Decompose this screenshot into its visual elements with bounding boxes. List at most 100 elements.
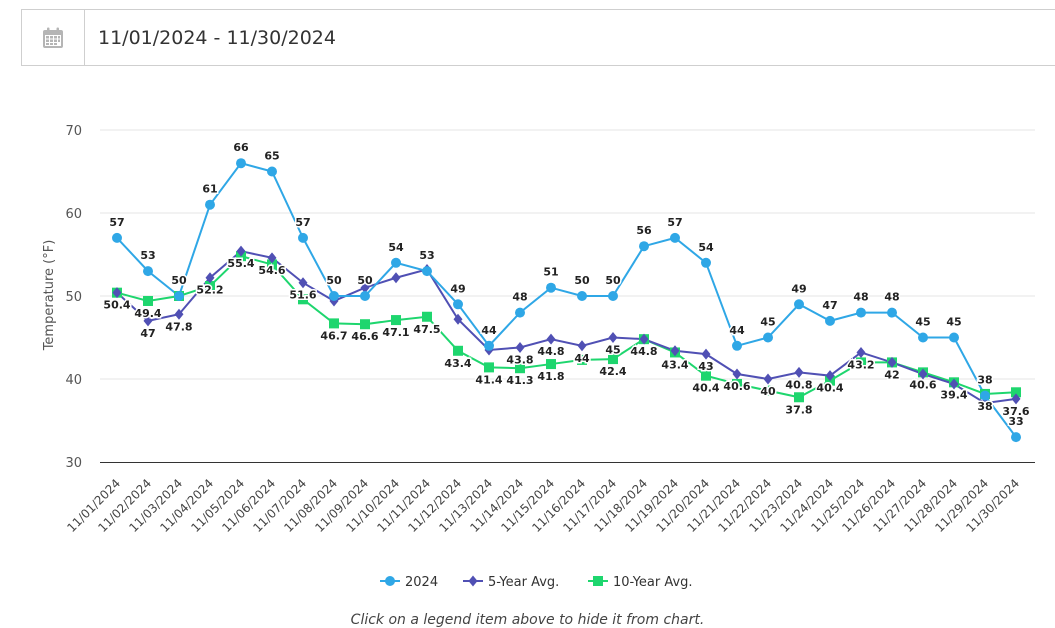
data-point: [143, 315, 153, 327]
data-point: [1011, 387, 1021, 398]
data-label: 49: [450, 282, 465, 295]
data-label: 43.4: [661, 358, 688, 371]
data-point: [267, 259, 277, 270]
data-label: 44.8: [537, 345, 564, 358]
data-point: [484, 362, 494, 373]
data-point: [143, 295, 153, 306]
data-label: 50: [357, 274, 373, 287]
data-point: [825, 315, 835, 326]
data-point: [732, 378, 742, 389]
data-label: 40.6: [723, 380, 750, 393]
data-label: 54: [388, 241, 404, 254]
data-label: 40.4: [692, 382, 719, 395]
chart-grid: [100, 129, 1035, 380]
data-label: 41.8: [537, 370, 564, 383]
data-label: 47: [140, 327, 155, 340]
data-point: [1011, 393, 1021, 405]
data-point: [453, 345, 463, 356]
data-point: [391, 257, 401, 268]
data-point: [856, 357, 866, 368]
data-point: [701, 348, 711, 360]
data-label: 54.6: [258, 264, 285, 277]
legend-marker: [593, 576, 603, 586]
data-label: 57: [109, 216, 124, 229]
data-label: 37.8: [785, 403, 812, 416]
data-label: 40.6: [909, 378, 936, 391]
data-label: 48: [512, 291, 527, 304]
legend-item[interactable]: 5-Year Avg.: [463, 575, 559, 590]
data-label: 45: [760, 316, 775, 329]
data-point: [422, 266, 432, 277]
legend-item[interactable]: 2024: [380, 575, 438, 590]
data-point: [546, 282, 556, 293]
data-point: [546, 359, 556, 370]
data-label: 41.4: [475, 373, 502, 386]
data-point: [701, 257, 711, 268]
data-point: [794, 392, 804, 403]
data-label: 43.8: [506, 353, 533, 366]
legend-hint: Click on a legend item above to hide it …: [350, 612, 705, 628]
data-label: 46.7: [320, 329, 347, 342]
data-point: [577, 291, 587, 301]
y-tick-label: 70: [65, 124, 82, 139]
data-label: 51.6: [289, 289, 316, 302]
data-point: [856, 346, 866, 358]
data-label: 54: [698, 241, 714, 254]
data-point: [577, 340, 587, 352]
data-point: [267, 166, 277, 177]
legend-marker: [468, 575, 478, 587]
data-point: [174, 308, 184, 320]
data-point: [515, 307, 525, 318]
data-label: 45: [605, 344, 620, 357]
data-point: [298, 294, 308, 305]
data-point: [918, 332, 928, 343]
data-label: 57: [667, 216, 682, 229]
data-point: [515, 341, 525, 353]
data-label: 40.4: [816, 382, 843, 395]
data-point: [980, 390, 990, 401]
date-range-picker[interactable]: 11/01/2024 - 11/30/2024: [21, 9, 1055, 66]
legend-item[interactable]: 10-Year Avg.: [588, 575, 693, 590]
legend-marker: [385, 576, 395, 586]
data-label: 47.8: [165, 320, 192, 333]
data-point: [732, 340, 742, 351]
legend-label: 5-Year Avg.: [488, 575, 559, 590]
data-point: [236, 245, 246, 257]
data-point: [794, 299, 804, 310]
data-point: [546, 333, 556, 345]
data-point: [298, 232, 308, 243]
data-point: [856, 307, 866, 318]
data-label: 48: [884, 291, 899, 304]
data-point: [825, 370, 835, 382]
data-label: 61: [202, 183, 217, 196]
data-point: [453, 313, 463, 325]
data-label: 50.4: [103, 299, 130, 312]
data-label: 42: [884, 368, 899, 381]
data-label: 45: [946, 316, 961, 329]
y-axis-title: Temperature (°F): [42, 240, 57, 352]
data-point: [205, 199, 215, 210]
date-range-input[interactable]: 11/01/2024 - 11/30/2024: [98, 26, 336, 49]
data-label: 56: [636, 224, 652, 237]
data-point: [763, 332, 773, 343]
x-axis: 11/01/202411/02/202411/03/202411/04/2024…: [64, 462, 1035, 535]
data-label: 42.4: [599, 365, 626, 378]
data-point: [174, 291, 184, 301]
data-point: [298, 277, 308, 289]
data-label: 66: [233, 141, 249, 154]
data-label: 43.4: [444, 357, 471, 370]
y-axis: 30 40 50 60 70 Temperature (°F): [42, 124, 82, 471]
data-label: 44.8: [630, 345, 657, 358]
data-label: 43: [698, 360, 713, 373]
data-point: [391, 315, 401, 326]
data-point: [391, 272, 401, 284]
data-label: 52.2: [196, 284, 223, 297]
data-labels: 57 53 50 61 66 65 57 50 50 54 53 49 44 48 51 50 50 56 57 54…: [102, 140, 1031, 430]
data-label: 40: [760, 385, 776, 398]
data-label: 65: [264, 150, 279, 163]
data-point: [887, 307, 897, 318]
series-lines: [116, 162, 1017, 438]
data-point: [639, 333, 649, 345]
calendar-button[interactable]: [22, 10, 85, 65]
